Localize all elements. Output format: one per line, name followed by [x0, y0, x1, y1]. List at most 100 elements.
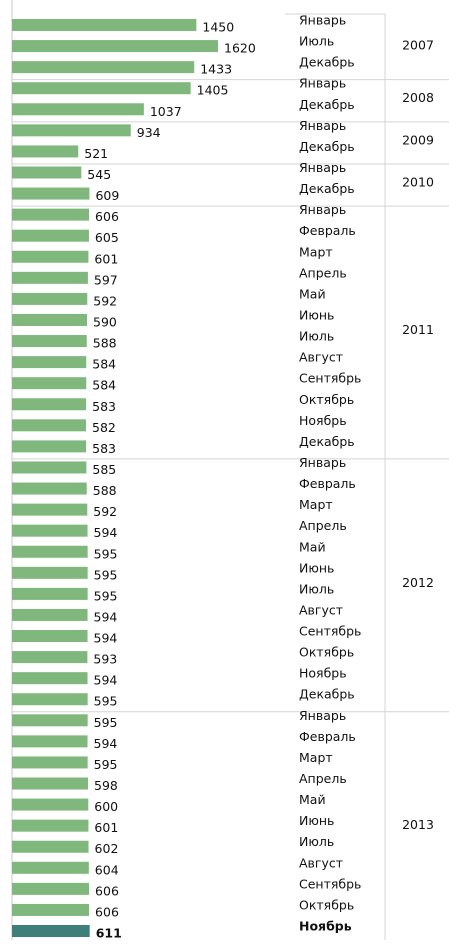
bar: [12, 798, 89, 811]
value-label: 521: [84, 146, 108, 161]
category-label: Июль: [299, 834, 334, 849]
value-label: 584: [92, 357, 116, 372]
category-label: Июнь: [299, 813, 334, 828]
category-label: Ноябрь: [299, 919, 352, 934]
category-label: Июнь: [299, 307, 334, 322]
value-label: 594: [94, 631, 118, 646]
value-label: 595: [94, 757, 118, 772]
group-label: 2008: [402, 90, 434, 105]
bar: [12, 461, 87, 474]
bar: [12, 840, 89, 853]
bar: [12, 419, 87, 432]
category-label: Октябрь: [299, 897, 354, 912]
bar: [12, 630, 88, 643]
bar: [12, 356, 87, 369]
bar: [12, 398, 87, 411]
value-label: 606: [95, 209, 119, 224]
category-label: Февраль: [299, 476, 356, 491]
bar: [12, 377, 87, 390]
category-label: Октябрь: [299, 392, 354, 407]
category-label: Февраль: [299, 223, 356, 238]
value-label: 606: [95, 904, 119, 919]
value-label: 595: [94, 715, 118, 730]
category-label: Август: [299, 350, 343, 365]
category-label: Ноябрь: [299, 413, 347, 428]
value-label: 604: [95, 862, 119, 877]
value-label: 594: [94, 736, 118, 751]
value-label: 594: [94, 609, 118, 624]
value-label: 606: [95, 883, 119, 898]
category-label: Апрель: [299, 771, 347, 786]
category-label: Декабрь: [299, 434, 355, 449]
bar: [12, 777, 89, 790]
category-label: Сентябрь: [299, 371, 361, 386]
bar: [12, 882, 90, 895]
value-label: 1405: [197, 83, 229, 98]
group-label: 2012: [402, 575, 434, 590]
category-label: Декабрь: [299, 55, 355, 70]
bar: [12, 524, 88, 537]
value-label: 1450: [202, 20, 234, 35]
category-label: Октябрь: [299, 645, 354, 660]
value-label: 595: [94, 588, 118, 603]
bar: [12, 61, 195, 74]
category-label: Июль: [299, 329, 334, 344]
category-label: Март: [299, 497, 333, 512]
value-label: 595: [94, 546, 118, 561]
bar: [12, 40, 218, 53]
category-label: Апрель: [299, 265, 347, 280]
bar: [12, 124, 131, 137]
category-label: Август: [299, 602, 343, 617]
bar: [12, 672, 88, 685]
category-label: Декабрь: [299, 181, 355, 196]
category-label: Январь: [299, 202, 346, 217]
bar: [12, 103, 144, 116]
bar: [12, 482, 87, 495]
bar: [12, 250, 89, 263]
group-label: 2007: [402, 38, 434, 53]
value-label: 588: [93, 336, 117, 351]
value-label: 585: [92, 462, 116, 477]
value-label: 1620: [224, 41, 256, 56]
bar: [12, 693, 88, 706]
bar: [12, 903, 90, 916]
category-label: Январь: [299, 160, 346, 175]
bar: [12, 545, 88, 558]
category-label: Сентябрь: [299, 624, 361, 639]
bar: [12, 313, 88, 326]
bar: [12, 756, 88, 769]
bar: [12, 503, 88, 516]
value-label: 598: [94, 778, 118, 793]
category-label: Февраль: [299, 729, 356, 744]
category-label: Сентябрь: [299, 876, 361, 891]
category-label: Март: [299, 244, 333, 259]
value-label: 595: [94, 567, 118, 582]
bar: [12, 229, 89, 242]
value-label: 602: [95, 841, 119, 856]
group-label: 2009: [402, 132, 434, 147]
bar: [12, 861, 89, 874]
bar: [12, 925, 90, 938]
category-label: Декабрь: [299, 139, 355, 154]
value-label: 545: [87, 167, 111, 182]
category-label: Август: [299, 855, 343, 870]
category-label: Январь: [299, 455, 346, 470]
category-label: Ноябрь: [299, 666, 347, 681]
value-label: 601: [94, 820, 118, 835]
category-label: Январь: [299, 708, 346, 723]
category-label: Март: [299, 750, 333, 765]
value-label: 1037: [150, 104, 182, 119]
value-label: 584: [92, 378, 116, 393]
value-label: 583: [92, 441, 116, 456]
value-label: 583: [92, 399, 116, 414]
category-label: Июль: [299, 34, 334, 49]
bar: [12, 82, 191, 95]
category-label: Май: [299, 539, 326, 554]
value-label: 611: [96, 926, 122, 940]
category-label: Январь: [299, 118, 346, 133]
bar: [12, 145, 79, 158]
category-label: Май: [299, 286, 326, 301]
category-label: Июль: [299, 581, 334, 596]
bar: [12, 19, 197, 31]
